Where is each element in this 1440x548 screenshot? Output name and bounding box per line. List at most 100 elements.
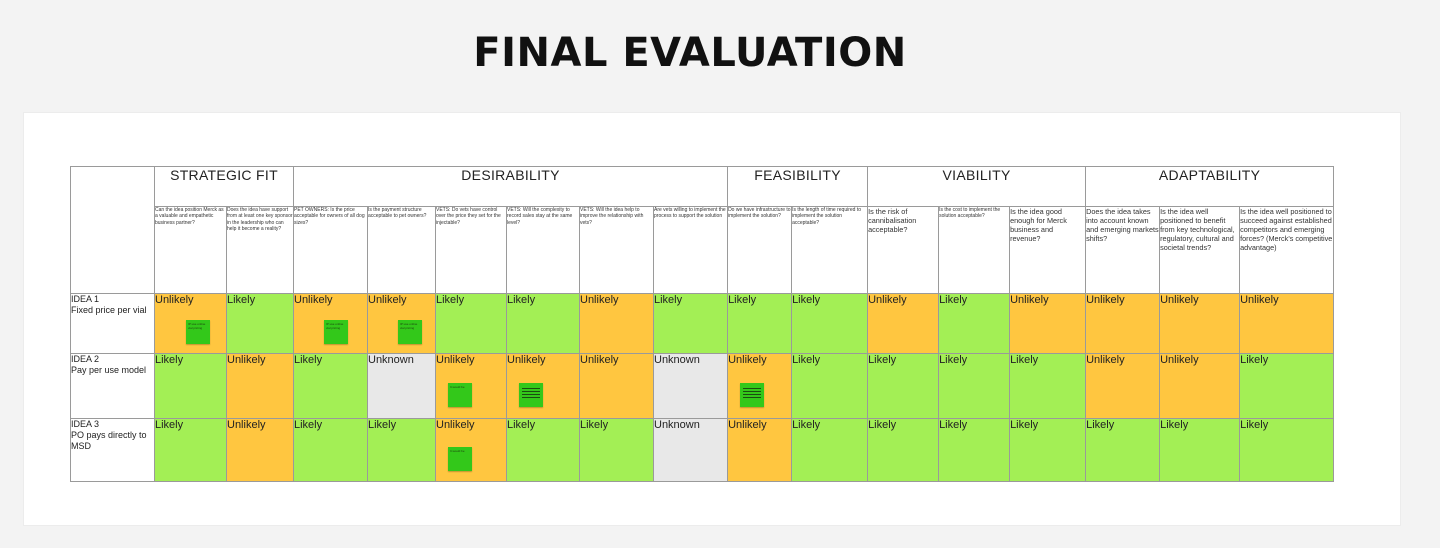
rating-cell[interactable]: Unlikely [226,418,294,482]
rating-cell[interactable]: Likely [867,418,940,482]
idea-row-3: IDEA 3 PO pays directly to MSD Likely Un… [70,418,1335,482]
rating-cell[interactable]: Unlikely [1159,353,1241,419]
rating-value: Likely [792,294,821,307]
rating-cell[interactable]: Unlikely [1085,293,1161,354]
idea-row-1: IDEA 1 Fixed price per vial Unlikely IP … [70,293,1335,354]
rating-cell[interactable]: Unlikely IP use online vial pricing [293,293,368,354]
rating-cell[interactable]: Likely [293,353,368,419]
idea-label: IDEA 1 Fixed price per vial [70,293,155,354]
sticky-line [743,391,762,392]
sticky-note-text: IP use online vial pricing [400,322,418,330]
idea-number: IDEA 3 [71,419,100,430]
sticky-line [522,394,540,395]
sticky-note[interactable]: IP use online vial pricing [324,320,348,344]
rating-cell[interactable]: Likely [154,353,227,419]
rating-cell[interactable]: Likely [293,418,368,482]
sticky-note[interactable]: IP use online vial pricing [186,320,210,344]
rating-cell[interactable]: Likely [938,418,1011,482]
rating-cell[interactable]: Unlikely [727,418,793,482]
rating-cell[interactable]: Likely [579,418,654,482]
question-cell: Can the idea position Merck as a valuabl… [154,206,227,294]
rating-cell[interactable]: Unknown [367,353,436,419]
rating-value: Likely [507,294,536,307]
rating-cell[interactable]: Unlikely [579,293,654,354]
sticky-note-text: IP use online vial pricing [188,322,206,330]
rating-cell[interactable]: Unlikely [1085,353,1161,419]
rating-cell[interactable]: Likely [435,293,507,354]
question-cell: PET OWNERS: Is the price acceptable for … [293,206,368,294]
idea-number: IDEA 1 [71,294,100,305]
rating-cell[interactable]: Likely [367,418,436,482]
sticky-line [743,388,762,389]
rating-cell[interactable]: Unlikely It would be [435,418,507,482]
idea-label: IDEA 3 PO pays directly to MSD [70,418,155,482]
sticky-line [522,391,540,392]
question-cell: Is the idea good enough for Merck busine… [1009,206,1087,294]
rating-cell[interactable]: Likely [1085,418,1161,482]
rating-cell[interactable]: Unknown [652,353,729,419]
page-title: FINAL EVALUATION [473,30,907,76]
question-cell: Is the risk of cannibalisation acceptabl… [867,206,940,294]
rating-cell[interactable]: Likely [791,293,869,354]
rating-value: Unlikely [1086,354,1125,367]
sticky-note[interactable] [519,383,543,407]
rating-cell[interactable]: Likely [1009,418,1087,482]
rating-cell[interactable]: Unlikely [727,353,793,419]
rating-cell[interactable]: Likely [226,293,294,354]
rating-cell[interactable]: Unlikely [506,353,580,419]
rating-cell[interactable]: Likely [1009,353,1087,419]
question-cell: Do we have infrastructure to implement t… [727,206,793,294]
rating-value: Unlikely [1160,294,1199,307]
rating-value: Likely [1160,419,1189,432]
rating-cell[interactable]: Likely [938,353,1011,419]
rating-cell[interactable]: Unlikely It would be [435,353,507,419]
rating-value: Unknown [654,419,700,432]
rating-value: Likely [507,419,536,432]
question-cell: Does the idea takes into account known a… [1085,206,1161,294]
rating-value: Likely [580,419,609,432]
rating-cell[interactable]: Unlikely IP use online vial pricing [154,293,227,354]
rating-cell[interactable]: Likely [867,353,940,419]
rating-cell[interactable]: Likely [1239,418,1335,482]
rating-value: Unknown [654,354,700,367]
rating-value: Likely [792,354,821,367]
rating-cell[interactable]: Likely [1239,353,1335,419]
rating-cell[interactable]: Likely [791,353,869,419]
rating-cell[interactable]: Likely [506,418,580,482]
rating-value: Unlikely [155,294,194,307]
rating-cell[interactable]: Likely [727,293,793,354]
rating-value: Likely [1086,419,1115,432]
sticky-line [743,394,762,395]
rating-value: Likely [939,419,968,432]
rating-cell[interactable]: Likely [1159,418,1241,482]
rating-value: Unlikely [436,354,475,367]
rating-value: Likely [1010,354,1039,367]
rating-cell[interactable]: Likely [652,293,729,354]
rating-cell[interactable]: Likely [154,418,227,482]
rating-cell[interactable]: Unknown [652,418,729,482]
rating-cell[interactable]: Unlikely [1009,293,1087,354]
rating-value: Likely [155,419,184,432]
rating-value: Unlikely [868,294,907,307]
sticky-note[interactable]: IP use online vial pricing [398,320,422,344]
rating-value: Likely [227,294,256,307]
rating-cell[interactable]: Likely [938,293,1011,354]
rating-value: Likely [939,294,968,307]
rating-cell[interactable]: Unlikely [1239,293,1335,354]
rating-cell[interactable]: Unlikely [867,293,940,354]
rating-cell[interactable]: Unlikely IP use online vial pricing [367,293,436,354]
rating-cell[interactable]: Unlikely [226,353,294,419]
rating-value: Likely [368,419,397,432]
rating-cell[interactable]: Likely [506,293,580,354]
sticky-note[interactable] [740,383,765,407]
sticky-note-text: IP use online vial pricing [326,322,344,330]
rating-value: Unlikely [507,354,546,367]
rating-value: Likely [155,354,184,367]
rating-cell[interactable]: Unlikely [1159,293,1241,354]
rating-value: Unlikely [227,354,266,367]
question-cell: VETS: Will the complexity to record sale… [506,206,580,294]
sticky-note[interactable]: It would be [448,383,472,407]
rating-cell[interactable]: Unlikely [579,353,654,419]
rating-cell[interactable]: Likely [791,418,869,482]
sticky-note[interactable]: It would be [448,447,472,471]
